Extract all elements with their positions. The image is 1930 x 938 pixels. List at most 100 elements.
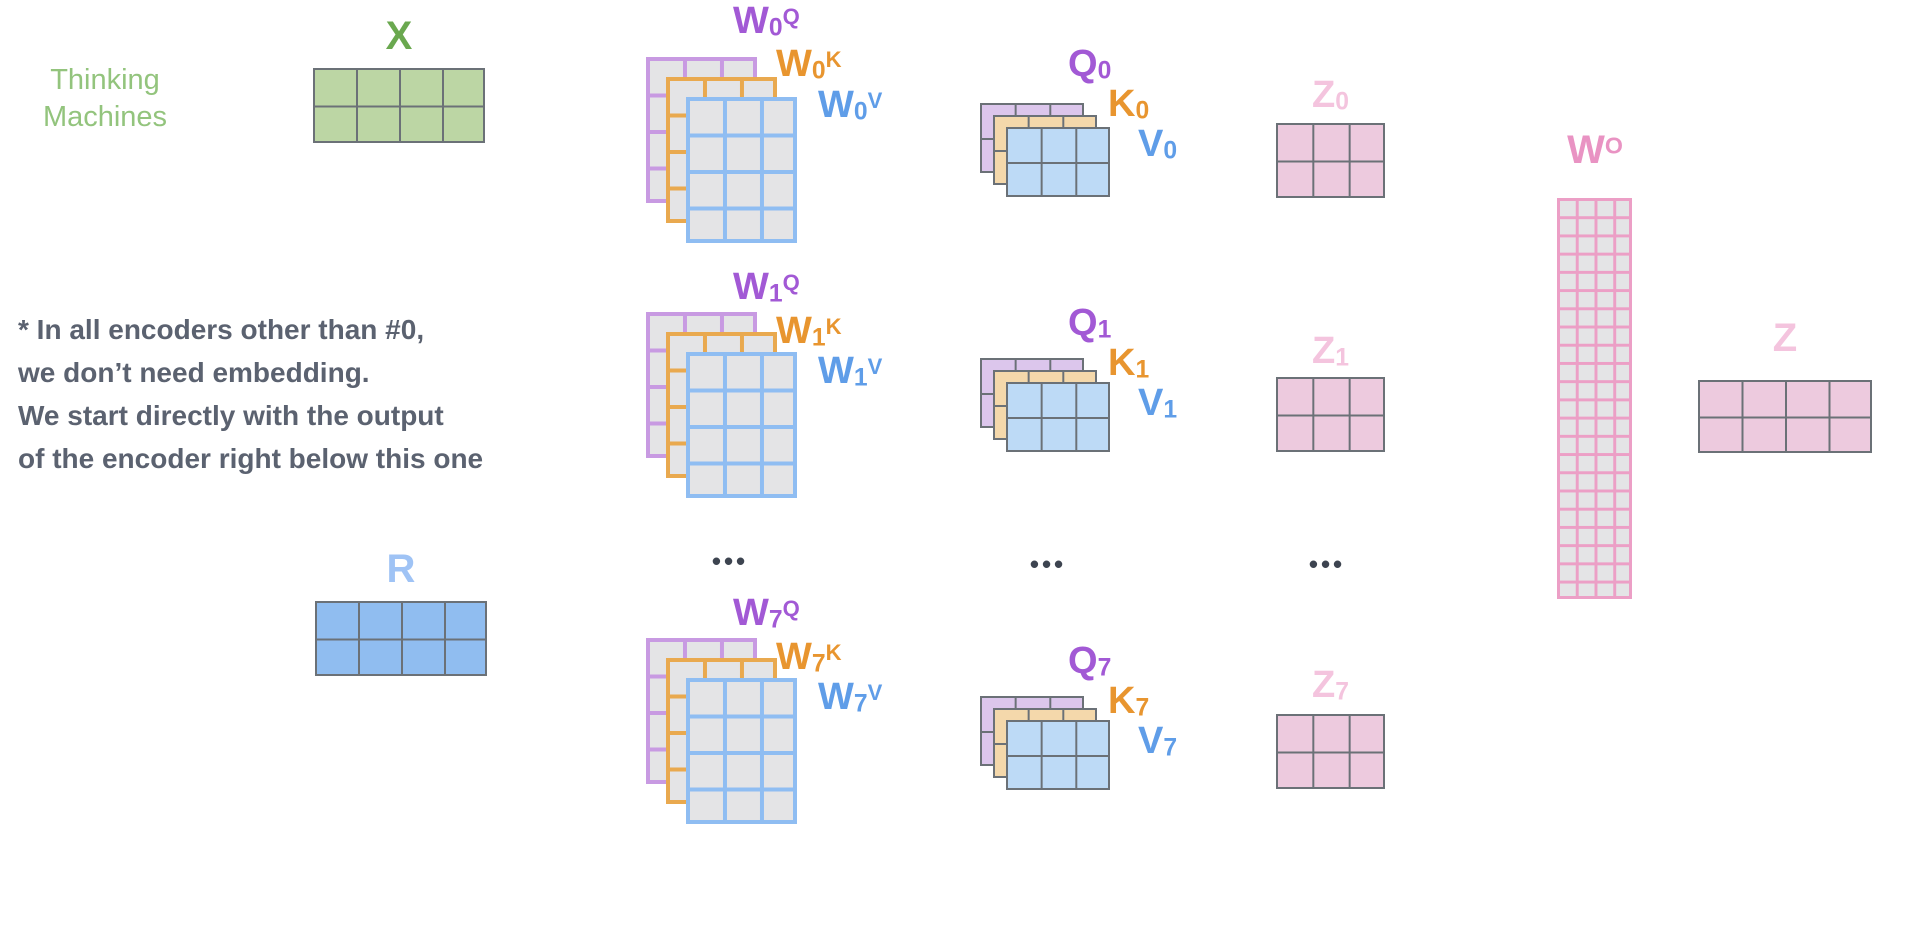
q1-label: Q1 bbox=[1068, 304, 1111, 343]
label-base: W bbox=[733, 266, 769, 308]
label-base: W bbox=[818, 676, 854, 718]
label-sub: 0 bbox=[1135, 97, 1150, 125]
label-base: K bbox=[1108, 680, 1136, 722]
wo-projection-matrix bbox=[1557, 198, 1632, 599]
z0-output-matrix bbox=[1276, 123, 1385, 198]
label-base: Q bbox=[1068, 640, 1098, 682]
ellipsis-qkv-column: ••• bbox=[1029, 549, 1067, 579]
z1-label: Z1 bbox=[1276, 332, 1385, 371]
wo-label: WO bbox=[1545, 130, 1645, 170]
label-sup: K bbox=[825, 639, 842, 665]
label-base: Z bbox=[1312, 74, 1336, 116]
k1-label: K1 bbox=[1108, 344, 1149, 383]
label-sub: 0 bbox=[853, 98, 868, 126]
w0-q-label: W0Q bbox=[733, 2, 800, 41]
note-text: * In all encoders other than #0, we don’… bbox=[18, 308, 483, 480]
w1-v-label: W1V bbox=[818, 352, 882, 391]
label-sub: 7 bbox=[1163, 734, 1178, 762]
ellipsis-w-column: ••• bbox=[711, 546, 749, 576]
ellipsis-z-column: ••• bbox=[1308, 549, 1346, 579]
label-sub: 1 bbox=[853, 364, 868, 392]
label-base: W bbox=[818, 84, 854, 126]
label-sub: 1 bbox=[768, 280, 783, 308]
label-sup: V bbox=[867, 679, 883, 705]
label-base: W bbox=[776, 43, 812, 85]
r-input-matrix bbox=[315, 601, 487, 676]
z7-output-matrix bbox=[1276, 714, 1385, 789]
label-base: K bbox=[1108, 83, 1136, 125]
label-sub: 7 bbox=[853, 690, 868, 718]
w0-k-label: W0K bbox=[776, 45, 842, 84]
label-sub: 0 bbox=[1163, 137, 1178, 165]
label-sub: 7 bbox=[1135, 694, 1150, 722]
w0-v-weight-matrix bbox=[686, 97, 797, 243]
label-base: Z bbox=[1312, 330, 1336, 372]
z-final-output-matrix bbox=[1698, 380, 1872, 453]
label-base: W bbox=[733, 0, 769, 42]
w7-v-label: W7V bbox=[818, 678, 882, 717]
label-base: Z bbox=[1772, 316, 1798, 360]
label-sup: K bbox=[825, 313, 842, 339]
label-sub: 7 bbox=[768, 606, 783, 634]
note-line2: we don’t need embedding. bbox=[18, 357, 370, 388]
z7-label: Z7 bbox=[1276, 666, 1385, 705]
r-matrix-label: R bbox=[315, 549, 487, 589]
x-input-matrix bbox=[313, 68, 485, 143]
label-base: V bbox=[1138, 123, 1164, 165]
label-base: W bbox=[776, 310, 812, 352]
v0-matrix-front bbox=[1006, 127, 1110, 197]
x-label-text: X bbox=[385, 14, 413, 58]
q7-label: Q7 bbox=[1068, 642, 1111, 681]
watermark: Thinking Machines bbox=[20, 62, 190, 136]
z0-label: Z0 bbox=[1276, 76, 1385, 115]
label-base: W bbox=[733, 592, 769, 634]
label-base: W bbox=[1567, 128, 1605, 172]
k7-label: K7 bbox=[1108, 682, 1149, 721]
v7-label: V7 bbox=[1138, 722, 1177, 761]
label-sup: Q bbox=[782, 595, 800, 621]
label-sub: 0 bbox=[1335, 88, 1349, 116]
label-sup: V bbox=[867, 353, 883, 379]
w7-q-label: W7Q bbox=[733, 594, 800, 633]
label-base: W bbox=[818, 350, 854, 392]
label-sup: O bbox=[1604, 132, 1623, 159]
label-base: Q bbox=[1068, 302, 1098, 344]
note-line1: * In all encoders other than #0, bbox=[18, 314, 425, 345]
label-sup: Q bbox=[782, 269, 800, 295]
label-sub: 0 bbox=[811, 57, 826, 85]
w0-v-label: W0V bbox=[818, 86, 882, 125]
x-matrix-label: X bbox=[313, 16, 485, 56]
label-sub: 7 bbox=[811, 650, 826, 678]
label-sub: 1 bbox=[811, 324, 826, 352]
label-sup: Q bbox=[782, 3, 800, 29]
label-base: K bbox=[1108, 342, 1136, 384]
label-sub: 1 bbox=[1135, 356, 1150, 384]
label-base: V bbox=[1138, 382, 1164, 424]
label-sub: 0 bbox=[768, 14, 783, 42]
label-base: W bbox=[776, 636, 812, 678]
k0-label: K0 bbox=[1108, 85, 1149, 124]
note-line4: of the encoder right below this one bbox=[18, 443, 484, 474]
z-final-label: Z bbox=[1698, 318, 1872, 358]
label-sub: 1 bbox=[1163, 396, 1178, 424]
label-base: Z bbox=[1312, 664, 1336, 706]
label-sup: K bbox=[825, 46, 842, 72]
w1-q-label: W1Q bbox=[733, 268, 800, 307]
watermark-line1: Thinking bbox=[50, 64, 160, 96]
watermark-line2: Machines bbox=[42, 101, 168, 133]
v1-matrix-front bbox=[1006, 382, 1110, 452]
label-sup: V bbox=[867, 87, 883, 113]
v0-label: V0 bbox=[1138, 125, 1177, 164]
label-sub: 1 bbox=[1097, 316, 1112, 344]
q0-label: Q0 bbox=[1068, 45, 1111, 84]
label-sub: 7 bbox=[1097, 654, 1112, 682]
v7-matrix-front bbox=[1006, 720, 1110, 790]
note-line3: We start directly with the output bbox=[18, 400, 444, 431]
label-sub: 0 bbox=[1097, 57, 1112, 85]
w1-v-weight-matrix bbox=[686, 352, 797, 498]
label-sub: 7 bbox=[1335, 678, 1349, 706]
r-label-text: R bbox=[386, 547, 416, 591]
w7-k-label: W7K bbox=[776, 638, 842, 677]
z1-output-matrix bbox=[1276, 377, 1385, 452]
